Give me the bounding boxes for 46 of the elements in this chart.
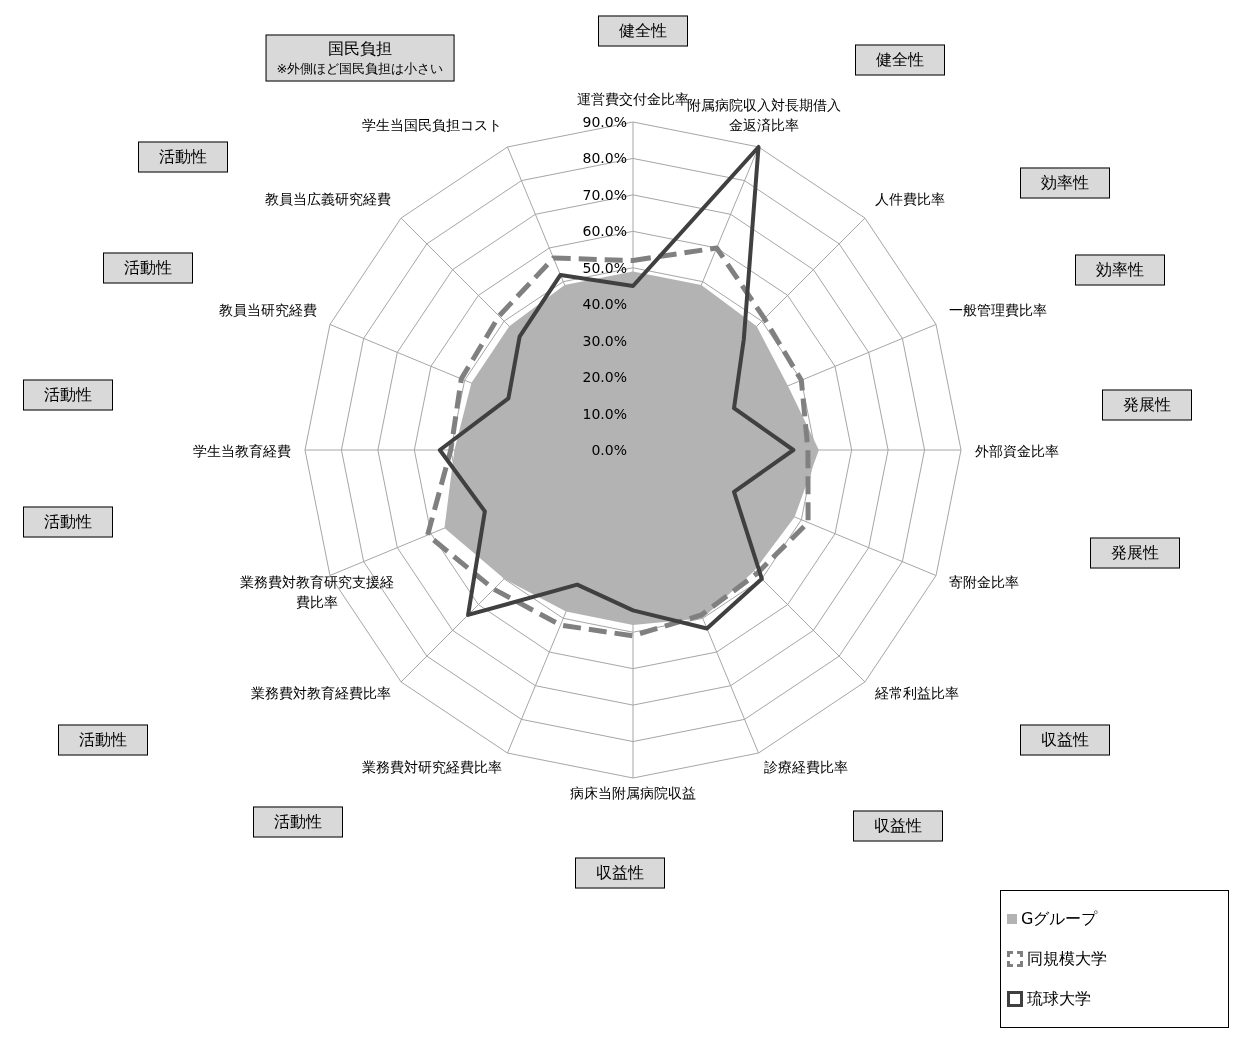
y-tick-label: 50.0% bbox=[582, 259, 627, 276]
spoke-label: 学生当国民負担コスト bbox=[362, 117, 503, 134]
spoke-label: 診療経費比率 bbox=[763, 758, 848, 775]
spoke-label: 外部資金比率 bbox=[975, 443, 1059, 459]
y-tick-label: 10.0% bbox=[582, 405, 627, 422]
spoke-label: 学生当教育経費 bbox=[193, 443, 291, 459]
text: 活動性 bbox=[79, 729, 127, 751]
y-tick-label: 80.0% bbox=[582, 150, 627, 167]
text: 健全性 bbox=[876, 49, 924, 71]
text: 発展性 bbox=[1111, 542, 1159, 564]
text: 健全性 bbox=[619, 20, 667, 42]
text: 国民負担 bbox=[327, 38, 393, 60]
spoke-label: 業務費対研究経費比率 bbox=[362, 758, 503, 775]
spoke-label: 業務費対教育研究支援経費比率 bbox=[240, 573, 395, 610]
y-tick-label: 30.0% bbox=[582, 332, 627, 349]
legend-label: Gグループ bbox=[1021, 908, 1098, 930]
spoke-label: 病床当附属病院収益 bbox=[570, 785, 696, 801]
spoke-label: 経常利益比率 bbox=[873, 684, 959, 701]
y-tick-label: 60.0% bbox=[582, 223, 627, 240]
y-tick-label: 0.0% bbox=[591, 442, 627, 458]
y-tick-label: 70.0% bbox=[582, 186, 627, 203]
text: ※外側ほど国民負担は小さい bbox=[276, 59, 444, 78]
text: 発展性 bbox=[1123, 394, 1171, 416]
text: 収益性 bbox=[874, 815, 922, 837]
spoke-label: 寄附金比率 bbox=[948, 573, 1019, 590]
y-tick-label: 90.0% bbox=[582, 114, 627, 130]
y-tick-label: 20.0% bbox=[582, 369, 627, 386]
spoke-label: 教員当研究経費 bbox=[219, 302, 318, 319]
legend-label: 琉球大学 bbox=[1027, 988, 1091, 1010]
text: 活動性 bbox=[159, 146, 207, 168]
legend-label: 同規模大学 bbox=[1027, 948, 1107, 970]
y-tick-label: 40.0% bbox=[582, 296, 627, 313]
text: 収益性 bbox=[1041, 729, 1089, 751]
spoke-label: 運営費交付金比率 bbox=[577, 91, 689, 107]
text: 活動性 bbox=[124, 257, 172, 279]
spoke-label: 附属病院収入対長期借入金返済比率 bbox=[686, 97, 841, 134]
text: 効率性 bbox=[1041, 172, 1089, 194]
spoke-label: 一般管理費比率 bbox=[948, 302, 1047, 319]
spoke-label: 業務費対教育経費比率 bbox=[251, 684, 392, 701]
text: 効率性 bbox=[1096, 259, 1144, 281]
spoke-label: 教員当広義研究経費 bbox=[265, 191, 392, 208]
spoke-label: 人件費比率 bbox=[874, 191, 945, 208]
text: 収益性 bbox=[596, 862, 644, 884]
text: 活動性 bbox=[274, 811, 322, 833]
text: 活動性 bbox=[44, 384, 92, 406]
text: 活動性 bbox=[44, 511, 92, 533]
